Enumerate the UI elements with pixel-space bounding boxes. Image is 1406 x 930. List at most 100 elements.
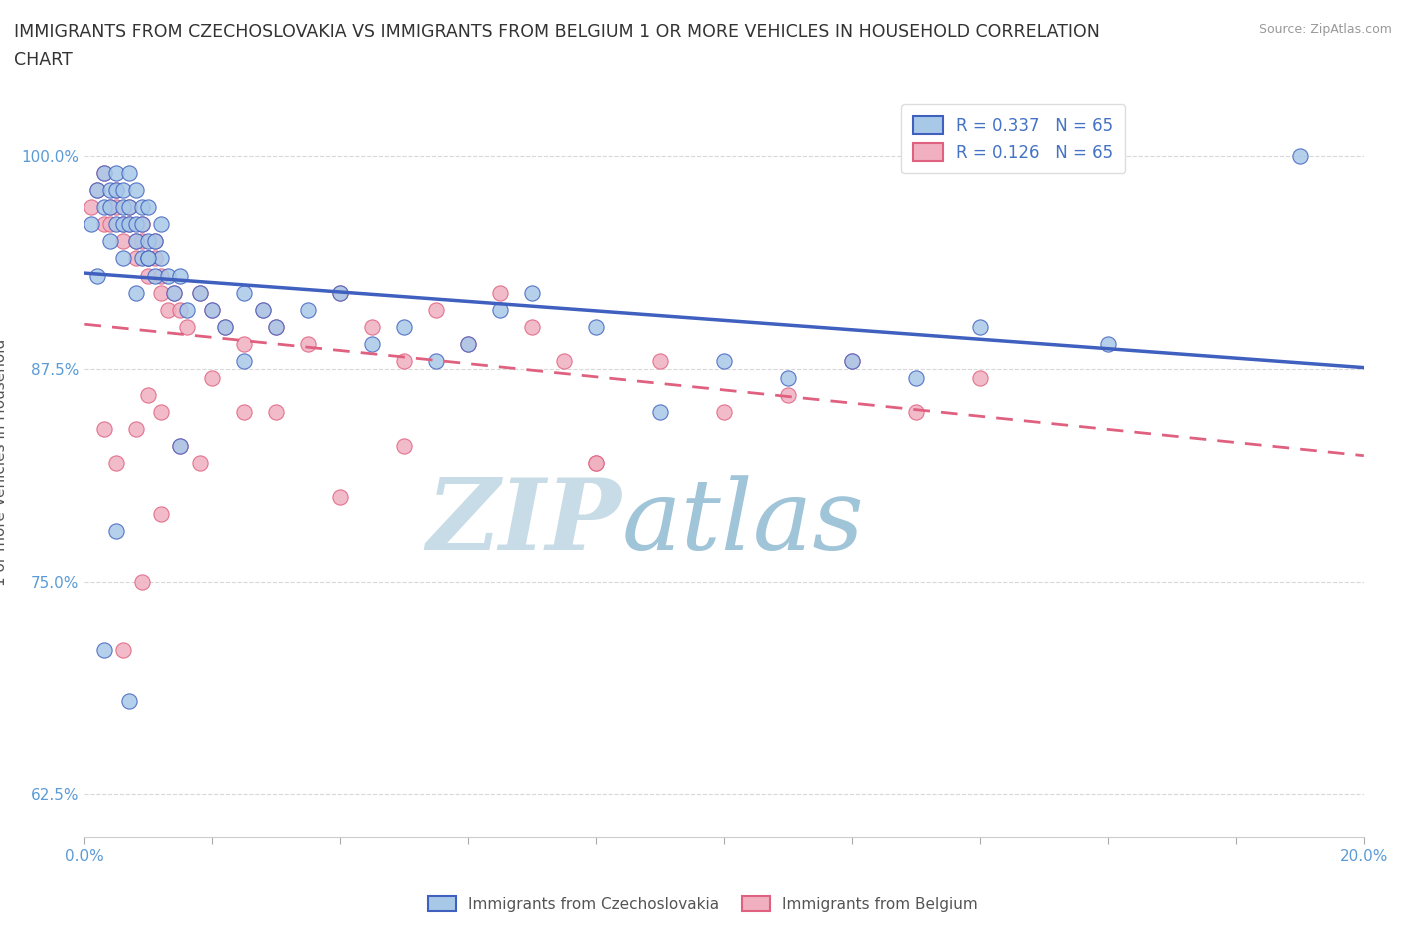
- Y-axis label: 1 or more Vehicles in Household: 1 or more Vehicles in Household: [0, 339, 7, 586]
- Point: [201, 370, 224, 385]
- Point: [188, 286, 211, 300]
- Point: [93, 166, 115, 180]
- Point: [124, 421, 146, 436]
- Point: [156, 268, 179, 283]
- Point: [80, 217, 103, 232]
- Point: [124, 251, 146, 266]
- Point: [150, 268, 173, 283]
- Point: [138, 251, 160, 266]
- Point: [131, 251, 153, 266]
- Point: [252, 302, 274, 317]
- Point: [264, 405, 288, 419]
- Point: [111, 217, 134, 232]
- Point: [105, 524, 128, 538]
- Point: [118, 217, 141, 232]
- Point: [297, 336, 319, 351]
- Point: [201, 302, 224, 317]
- Point: [264, 319, 288, 334]
- Text: Source: ZipAtlas.com: Source: ZipAtlas.com: [1258, 23, 1392, 36]
- Point: [111, 200, 134, 215]
- Point: [143, 251, 166, 266]
- Point: [585, 456, 607, 471]
- Point: [105, 183, 128, 198]
- Point: [201, 302, 224, 317]
- Point: [188, 286, 211, 300]
- Point: [105, 166, 128, 180]
- Point: [138, 268, 160, 283]
- Point: [522, 286, 544, 300]
- Point: [176, 319, 198, 334]
- Point: [361, 319, 384, 334]
- Point: [457, 336, 479, 351]
- Point: [138, 200, 160, 215]
- Point: [648, 353, 672, 368]
- Point: [111, 643, 134, 658]
- Point: [585, 456, 607, 471]
- Point: [1288, 149, 1310, 164]
- Point: [118, 200, 141, 215]
- Point: [138, 251, 160, 266]
- Point: [86, 183, 108, 198]
- Point: [124, 286, 146, 300]
- Point: [150, 251, 173, 266]
- Point: [124, 217, 146, 232]
- Point: [150, 506, 173, 521]
- Point: [111, 251, 134, 266]
- Point: [214, 319, 236, 334]
- Point: [252, 302, 274, 317]
- Point: [124, 234, 146, 249]
- Point: [98, 183, 121, 198]
- Point: [648, 405, 672, 419]
- Point: [329, 286, 352, 300]
- Point: [233, 405, 256, 419]
- Point: [163, 286, 186, 300]
- Point: [98, 200, 121, 215]
- Point: [105, 217, 128, 232]
- Point: [93, 421, 115, 436]
- Point: [233, 336, 256, 351]
- Point: [233, 353, 256, 368]
- Point: [394, 319, 416, 334]
- Point: [188, 456, 211, 471]
- Point: [169, 302, 191, 317]
- Point: [969, 370, 991, 385]
- Point: [111, 217, 134, 232]
- Point: [138, 234, 160, 249]
- Point: [489, 302, 512, 317]
- Point: [98, 217, 121, 232]
- Point: [143, 234, 166, 249]
- Legend: R = 0.337   N = 65, R = 0.126   N = 65: R = 0.337 N = 65, R = 0.126 N = 65: [901, 104, 1125, 173]
- Point: [86, 183, 108, 198]
- Point: [169, 438, 191, 453]
- Point: [156, 302, 179, 317]
- Point: [457, 336, 479, 351]
- Point: [425, 302, 447, 317]
- Point: [969, 319, 991, 334]
- Point: [214, 319, 236, 334]
- Point: [131, 200, 153, 215]
- Point: [143, 268, 166, 283]
- Point: [150, 217, 173, 232]
- Text: CHART: CHART: [14, 51, 73, 69]
- Point: [93, 217, 115, 232]
- Point: [329, 286, 352, 300]
- Point: [150, 286, 173, 300]
- Text: atlas: atlas: [621, 475, 865, 570]
- Point: [150, 405, 173, 419]
- Text: IMMIGRANTS FROM CZECHOSLOVAKIA VS IMMIGRANTS FROM BELGIUM 1 OR MORE VEHICLES IN : IMMIGRANTS FROM CZECHOSLOVAKIA VS IMMIGR…: [14, 23, 1099, 41]
- Point: [118, 217, 141, 232]
- Point: [131, 217, 153, 232]
- Point: [138, 387, 160, 402]
- Point: [553, 353, 575, 368]
- Point: [131, 234, 153, 249]
- Point: [522, 319, 544, 334]
- Legend: Immigrants from Czechoslovakia, Immigrants from Belgium: Immigrants from Czechoslovakia, Immigran…: [422, 889, 984, 918]
- Point: [776, 370, 799, 385]
- Point: [124, 183, 146, 198]
- Point: [585, 319, 607, 334]
- Point: [143, 234, 166, 249]
- Point: [713, 353, 735, 368]
- Point: [138, 251, 160, 266]
- Point: [776, 387, 799, 402]
- Point: [394, 438, 416, 453]
